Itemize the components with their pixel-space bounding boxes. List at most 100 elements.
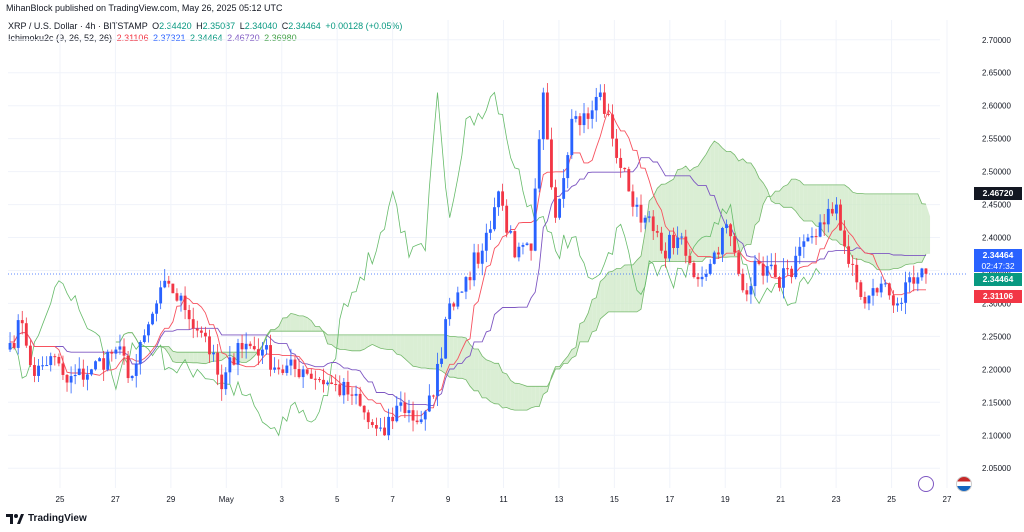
x-tick-label: 17 (665, 495, 674, 504)
candle-body (354, 393, 358, 396)
x-tick-label: May (219, 495, 234, 504)
ichimoku-cloud-segment (811, 184, 817, 226)
ichimoku-base-line (10, 157, 926, 406)
candle-body (191, 319, 195, 329)
candle-body (875, 288, 879, 293)
ohlc-close-label: C (281, 21, 289, 31)
candle-body (598, 92, 602, 97)
indicator-lagging-value: 2.34464 (190, 33, 223, 43)
candle-body (611, 114, 614, 139)
candle-body (45, 365, 49, 367)
candle-body (444, 319, 448, 359)
candle-body (440, 358, 443, 364)
candle-body (464, 277, 468, 292)
ichimoku-cloud-segment (372, 334, 377, 347)
ichimoku-cloud-segment (478, 349, 483, 398)
ichimoku-cloud-segment (653, 188, 658, 262)
ichimoku-cloud-segment (315, 326, 320, 332)
y-tick-label: 2.15000 (982, 398, 1011, 407)
tradingview-brand: TradingView (28, 513, 87, 524)
ohlc-high-label: H (196, 21, 203, 31)
candle-body (256, 349, 260, 356)
candle-body (517, 246, 521, 258)
ichimoku-cloud-segment (286, 313, 291, 332)
candle-body (672, 234, 675, 249)
ichimoku-cloud-segment (396, 334, 401, 356)
candle-body (330, 382, 334, 385)
candle-body (94, 361, 97, 370)
ichimoku-cloud-segment (449, 336, 454, 378)
ichimoku-cloud-segment (608, 271, 613, 312)
price-tag-value: 2.34464 (982, 274, 1014, 284)
ichimoku-cloud-segment (856, 193, 861, 260)
ichimoku-cloud-segment (364, 334, 369, 350)
candle-body (696, 277, 700, 280)
ichimoku-cloud-segment (400, 334, 405, 359)
y-tick-label: 2.30000 (982, 299, 1011, 308)
candle-body (236, 342, 240, 365)
price-tag-countdown: 02:47:32 (981, 261, 1015, 271)
x-tick-label: 15 (610, 495, 619, 504)
candle-body (322, 379, 325, 385)
candle-body (12, 342, 16, 348)
candle-body (578, 116, 582, 126)
ichimoku-cloud-segment (873, 193, 878, 270)
candle-body (619, 157, 623, 168)
price-tag-value: 2.46720 (982, 188, 1014, 199)
candle-body (407, 410, 411, 413)
ichimoku-cloud-segment (185, 352, 190, 363)
ichimoku-cloud-segment (453, 336, 458, 379)
candle-body (362, 405, 366, 413)
candle-body (497, 191, 500, 208)
replay-icon[interactable] (918, 476, 934, 492)
ichimoku-cloud-segment (714, 141, 719, 258)
ichimoku-cloud-segment (759, 178, 764, 221)
ichimoku-cloud-segment (465, 338, 471, 387)
ichimoku-cloud-segment (913, 193, 918, 264)
ichimoku-cloud-segment (527, 386, 532, 411)
ichimoku-cloud-segment (531, 386, 536, 408)
candle-body (81, 368, 85, 380)
candle-body (843, 230, 846, 247)
ichimoku-cloud-segment (307, 317, 312, 332)
candle-body (488, 229, 492, 233)
ichimoku-cloud-segment (828, 184, 833, 240)
candle-body (293, 359, 297, 370)
candle-body (415, 420, 419, 423)
candle-body (130, 375, 134, 379)
symbol-legend[interactable]: XRP / U.S. Dollar · 4h · BITSTAMP O2.344… (8, 21, 402, 31)
candle-body (28, 345, 32, 366)
candle-body (16, 320, 20, 348)
candle-body (175, 293, 179, 301)
candle-body (786, 268, 789, 270)
ichimoku-cloud-segment (925, 204, 931, 254)
candle-body (199, 330, 203, 333)
ichimoku-cloud-segment (172, 351, 177, 363)
candle-body (269, 345, 272, 370)
ichimoku-cloud-segment (518, 383, 523, 411)
ichimoku-cloud-segment (706, 146, 711, 258)
candle-body (456, 292, 460, 307)
symbol-name[interactable]: XRP / U.S. Dollar · 4h · BITSTAMP (8, 21, 148, 31)
x-tick-label: 27 (943, 495, 952, 504)
candle-body (301, 369, 305, 378)
candle-body (684, 236, 688, 256)
candle-body (871, 288, 875, 296)
ichimoku-cloud-segment (746, 162, 751, 245)
ichimoku-cloud-segment (710, 141, 715, 258)
candle-body (460, 291, 464, 293)
ichimoku-cloud-segment (408, 334, 414, 367)
candle-body (346, 381, 350, 395)
y-tick-label: 2.20000 (982, 365, 1011, 374)
ichimoku-cloud-segment (860, 193, 865, 262)
ichimoku-cloud-segment (506, 373, 511, 410)
flag-icon[interactable] (956, 476, 972, 492)
ichimoku-cloud-segment (331, 334, 336, 348)
tradingview-footer[interactable]: TradingView (6, 513, 87, 524)
y-tick-label: 2.65000 (982, 69, 1011, 78)
ichimoku-cloud-segment (889, 193, 894, 270)
candle-body (627, 169, 631, 192)
candle-body (916, 277, 920, 284)
candle-body (737, 252, 741, 274)
